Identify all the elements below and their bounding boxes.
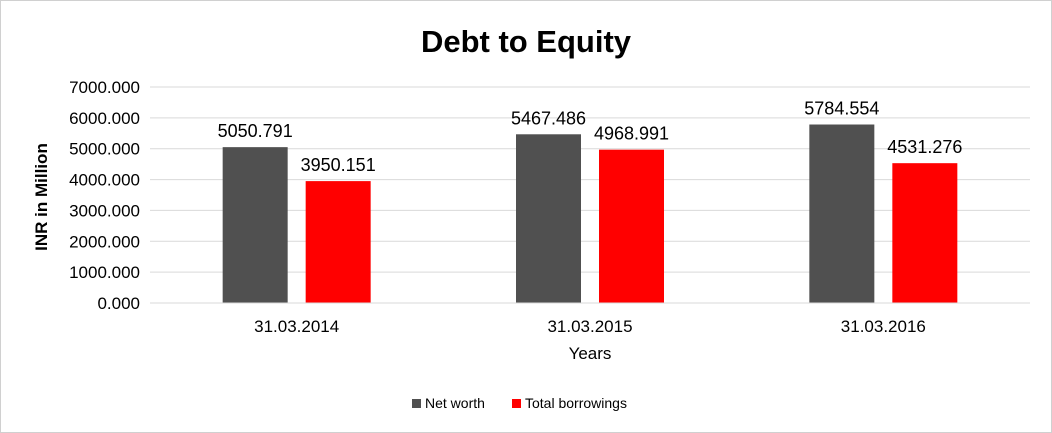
x-axis-categories: 31.03.2014 31.03.2015 31.03.2016 bbox=[254, 317, 926, 336]
bar-net-worth bbox=[222, 147, 288, 303]
legend-swatch bbox=[512, 399, 521, 408]
x-tick-label: 31.03.2016 bbox=[841, 317, 926, 336]
data-label: 4968.991 bbox=[594, 124, 669, 144]
legend-swatch bbox=[412, 399, 421, 408]
data-label: 5050.791 bbox=[218, 121, 293, 141]
y-tick-label: 0.000 bbox=[97, 294, 140, 313]
bars bbox=[222, 124, 958, 303]
y-tick-label: 1000.000 bbox=[69, 263, 140, 282]
y-axis-label: INR in Million bbox=[32, 143, 51, 251]
x-tick-label: 31.03.2015 bbox=[547, 317, 632, 336]
y-axis-ticks: 0.000 1000.000 2000.000 3000.000 4000.000 500… bbox=[69, 78, 140, 313]
data-label: 5467.486 bbox=[511, 108, 586, 128]
y-tick-label: 4000.000 bbox=[69, 171, 140, 190]
legend-label: Total borrowings bbox=[525, 395, 627, 411]
legend-label: Net worth bbox=[425, 395, 485, 411]
y-tick-label: 3000.000 bbox=[69, 201, 140, 220]
bar-net-worth bbox=[516, 134, 581, 303]
y-tick-label: 2000.000 bbox=[69, 232, 140, 251]
y-tick-label: 6000.000 bbox=[69, 109, 140, 128]
data-label: 5784.554 bbox=[804, 99, 879, 119]
bar-total-borrowings bbox=[599, 149, 664, 303]
bar-net-worth bbox=[809, 124, 875, 303]
x-axis-label: Years bbox=[569, 344, 612, 363]
chart-title: Debt to Equity bbox=[421, 24, 632, 59]
x-tick-label: 31.03.2014 bbox=[254, 317, 339, 336]
y-tick-label: 5000.000 bbox=[69, 140, 140, 159]
data-labels: 5050.791 3950.151 5467.486 4968.991 5784.554… bbox=[218, 99, 963, 176]
y-tick-label: 7000.000 bbox=[69, 78, 140, 97]
gridlines bbox=[150, 86, 1030, 273]
data-label: 4531.276 bbox=[887, 137, 962, 157]
legend: Net worth Total borrowings bbox=[412, 395, 627, 411]
data-label: 3950.151 bbox=[301, 155, 376, 175]
bar-total-borrowings bbox=[892, 163, 958, 303]
bar-total-borrowings bbox=[305, 181, 371, 303]
